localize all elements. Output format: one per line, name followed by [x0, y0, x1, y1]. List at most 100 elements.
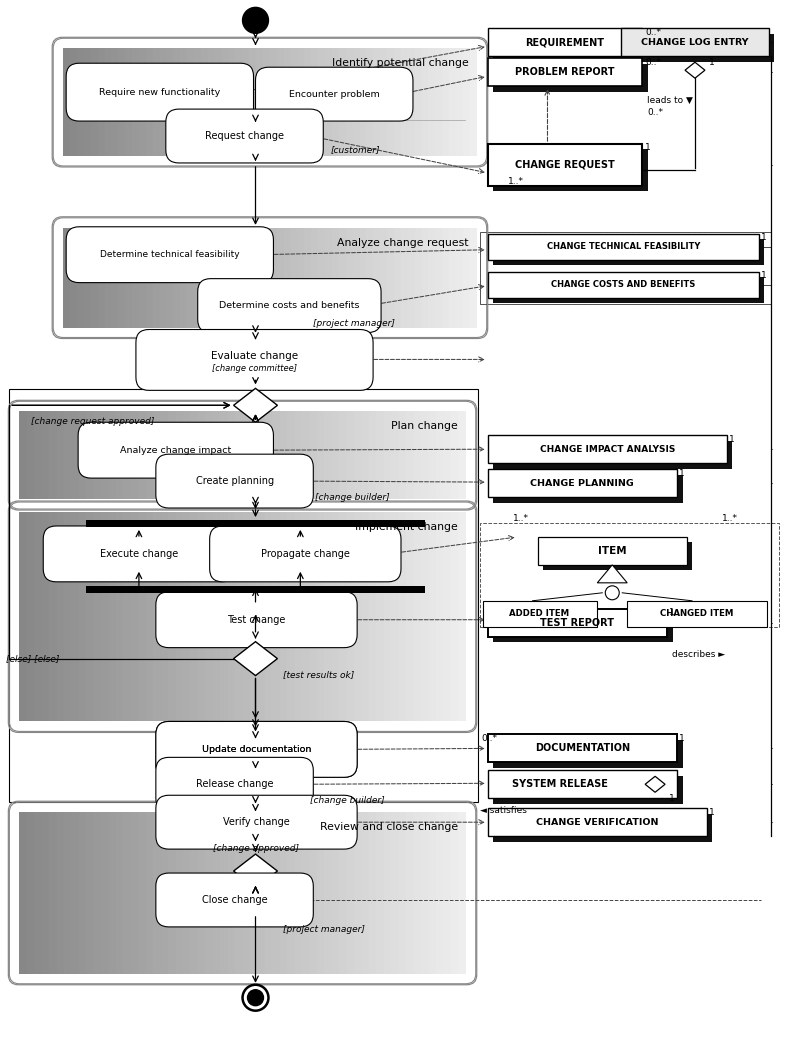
Text: 1: 1: [645, 143, 651, 152]
Bar: [34, 512, 42, 722]
Bar: [493, 614, 673, 642]
Bar: [198, 512, 206, 722]
Bar: [374, 228, 381, 328]
Bar: [362, 512, 370, 722]
Bar: [258, 812, 265, 974]
Bar: [421, 512, 429, 722]
Bar: [153, 228, 160, 328]
Bar: [86, 412, 94, 499]
Bar: [272, 812, 280, 974]
Bar: [332, 49, 339, 156]
Bar: [305, 49, 311, 156]
Bar: [488, 734, 677, 762]
Bar: [384, 412, 391, 499]
Bar: [298, 49, 305, 156]
Text: 0..*: 0..*: [647, 108, 663, 116]
Bar: [220, 412, 228, 499]
Bar: [369, 412, 377, 499]
Bar: [493, 475, 682, 503]
Bar: [302, 812, 310, 974]
Bar: [123, 812, 131, 974]
Bar: [111, 228, 118, 328]
Bar: [359, 228, 366, 328]
Bar: [90, 228, 98, 328]
Circle shape: [242, 7, 269, 33]
Text: [else] [else]: [else] [else]: [6, 654, 60, 663]
Bar: [235, 412, 242, 499]
Bar: [131, 412, 138, 499]
Bar: [421, 412, 429, 499]
Bar: [339, 512, 347, 722]
Bar: [131, 812, 138, 974]
Text: 1: 1: [669, 609, 675, 617]
Bar: [458, 412, 466, 499]
Bar: [406, 412, 414, 499]
Bar: [369, 512, 377, 722]
Bar: [101, 812, 109, 974]
Bar: [118, 49, 126, 156]
Bar: [294, 412, 302, 499]
Bar: [353, 49, 360, 156]
Bar: [456, 228, 463, 328]
Bar: [63, 49, 70, 156]
Bar: [302, 512, 310, 722]
Bar: [57, 412, 64, 499]
Bar: [118, 228, 126, 328]
Bar: [435, 228, 442, 328]
Bar: [488, 58, 642, 86]
Bar: [332, 812, 339, 974]
Bar: [77, 228, 84, 328]
Text: DOCUMENTATION: DOCUMENTATION: [535, 744, 630, 754]
Bar: [175, 812, 183, 974]
Bar: [228, 412, 235, 499]
Bar: [132, 228, 139, 328]
Bar: [318, 228, 326, 328]
Bar: [26, 812, 34, 974]
Bar: [408, 49, 415, 156]
Bar: [160, 228, 166, 328]
Bar: [543, 542, 693, 570]
Text: Plan change: Plan change: [391, 421, 458, 431]
Bar: [180, 228, 187, 328]
Bar: [339, 49, 346, 156]
Bar: [302, 412, 310, 499]
Text: 1: 1: [761, 271, 766, 280]
Bar: [399, 512, 406, 722]
Bar: [406, 512, 414, 722]
Bar: [235, 228, 242, 328]
Text: 1..*: 1..*: [508, 177, 524, 187]
Bar: [488, 272, 758, 298]
Bar: [324, 812, 332, 974]
Text: 1..*: 1..*: [513, 514, 529, 524]
Bar: [362, 812, 370, 974]
Bar: [229, 49, 236, 156]
Bar: [310, 512, 317, 722]
Bar: [488, 233, 758, 259]
Bar: [194, 49, 202, 156]
Text: Propagate change: Propagate change: [261, 549, 350, 559]
Bar: [215, 49, 222, 156]
Bar: [488, 808, 707, 836]
FancyBboxPatch shape: [78, 422, 274, 478]
Bar: [270, 228, 277, 328]
Bar: [160, 49, 166, 156]
Bar: [272, 512, 280, 722]
Text: [change approved]: [change approved]: [213, 844, 298, 852]
Bar: [488, 436, 727, 464]
Bar: [311, 228, 318, 328]
Text: Request change: Request change: [205, 131, 284, 141]
Bar: [86, 512, 94, 722]
Bar: [250, 812, 258, 974]
Text: CHANGE VERIFICATION: CHANGE VERIFICATION: [536, 818, 658, 826]
Text: SYSTEM RELEASE: SYSTEM RELEASE: [511, 779, 607, 789]
Bar: [154, 412, 161, 499]
Bar: [139, 228, 146, 328]
FancyBboxPatch shape: [43, 526, 234, 582]
Bar: [377, 512, 384, 722]
Bar: [146, 812, 154, 974]
Bar: [174, 49, 181, 156]
Text: REQUIREMENT: REQUIREMENT: [525, 37, 604, 48]
Bar: [332, 228, 339, 328]
Bar: [198, 812, 206, 974]
Text: PROBLEM REPORT: PROBLEM REPORT: [514, 67, 614, 77]
